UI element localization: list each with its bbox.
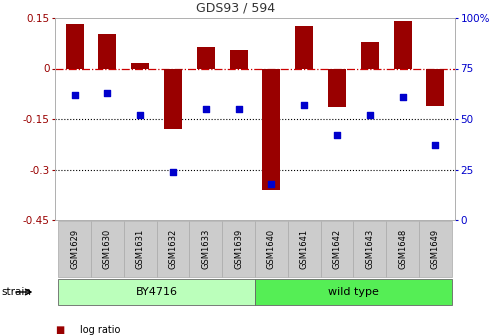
- Text: GSM1629: GSM1629: [70, 229, 79, 269]
- Text: GSM1631: GSM1631: [136, 229, 145, 269]
- Point: [169, 169, 177, 174]
- Bar: [230, 50, 247, 69]
- Text: GSM1642: GSM1642: [332, 229, 342, 269]
- FancyBboxPatch shape: [386, 220, 419, 278]
- Point: [235, 106, 243, 112]
- Text: BY4716: BY4716: [136, 287, 177, 297]
- FancyBboxPatch shape: [419, 220, 452, 278]
- FancyBboxPatch shape: [288, 220, 320, 278]
- Bar: [66, 24, 84, 69]
- Point: [202, 106, 210, 112]
- Text: GSM1649: GSM1649: [431, 229, 440, 269]
- FancyBboxPatch shape: [222, 220, 255, 278]
- Text: wild type: wild type: [328, 287, 379, 297]
- Point: [366, 112, 374, 118]
- Text: GSM1641: GSM1641: [300, 229, 309, 269]
- Bar: [197, 47, 215, 69]
- Bar: [262, 69, 281, 190]
- FancyBboxPatch shape: [255, 279, 452, 305]
- FancyBboxPatch shape: [320, 220, 353, 278]
- FancyBboxPatch shape: [353, 220, 386, 278]
- Point: [104, 90, 111, 95]
- Point: [300, 102, 308, 108]
- Text: GSM1643: GSM1643: [365, 229, 374, 269]
- Text: strain: strain: [1, 287, 31, 297]
- Bar: [99, 34, 116, 69]
- Bar: [164, 69, 182, 129]
- Point: [431, 142, 439, 148]
- Text: log ratio: log ratio: [80, 325, 120, 335]
- Point: [267, 181, 275, 186]
- Bar: [295, 27, 313, 69]
- FancyBboxPatch shape: [255, 220, 288, 278]
- FancyBboxPatch shape: [124, 220, 157, 278]
- Bar: [426, 69, 444, 106]
- FancyBboxPatch shape: [91, 220, 124, 278]
- Bar: [131, 64, 149, 69]
- Point: [70, 92, 78, 97]
- Bar: [393, 22, 412, 69]
- FancyBboxPatch shape: [58, 279, 255, 305]
- Point: [333, 132, 341, 138]
- Point: [399, 94, 407, 99]
- Text: GSM1639: GSM1639: [234, 229, 243, 269]
- FancyBboxPatch shape: [189, 220, 222, 278]
- FancyBboxPatch shape: [58, 220, 91, 278]
- Text: GDS93 / 594: GDS93 / 594: [196, 2, 275, 15]
- Bar: [361, 42, 379, 69]
- FancyBboxPatch shape: [157, 220, 189, 278]
- Text: GSM1632: GSM1632: [169, 229, 177, 269]
- Bar: [328, 69, 346, 107]
- Point: [136, 112, 144, 118]
- Text: ■: ■: [55, 325, 64, 335]
- Text: GSM1648: GSM1648: [398, 229, 407, 269]
- Text: GSM1633: GSM1633: [201, 229, 211, 269]
- Text: GSM1630: GSM1630: [103, 229, 112, 269]
- Text: GSM1640: GSM1640: [267, 229, 276, 269]
